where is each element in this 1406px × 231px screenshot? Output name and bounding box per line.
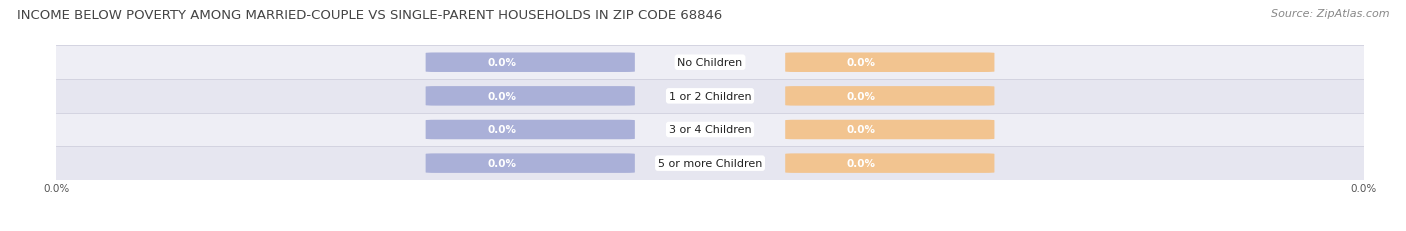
Text: 0.0%: 0.0%	[488, 58, 516, 68]
Text: 0.0%: 0.0%	[846, 125, 876, 135]
FancyBboxPatch shape	[785, 120, 994, 140]
FancyBboxPatch shape	[426, 120, 636, 140]
Text: 0.0%: 0.0%	[846, 158, 876, 168]
FancyBboxPatch shape	[426, 53, 636, 73]
Text: No Children: No Children	[678, 58, 742, 68]
FancyBboxPatch shape	[426, 154, 636, 173]
Text: INCOME BELOW POVERTY AMONG MARRIED-COUPLE VS SINGLE-PARENT HOUSEHOLDS IN ZIP COD: INCOME BELOW POVERTY AMONG MARRIED-COUPL…	[17, 9, 723, 22]
FancyBboxPatch shape	[785, 53, 994, 73]
FancyBboxPatch shape	[785, 154, 994, 173]
Text: 1 or 2 Children: 1 or 2 Children	[669, 91, 751, 101]
Text: 0.0%: 0.0%	[846, 58, 876, 68]
FancyBboxPatch shape	[785, 87, 994, 106]
Bar	[56, 80, 1364, 113]
Bar	[56, 113, 1364, 147]
FancyBboxPatch shape	[426, 87, 636, 106]
Text: 0.0%: 0.0%	[488, 125, 516, 135]
Text: 3 or 4 Children: 3 or 4 Children	[669, 125, 751, 135]
Text: Source: ZipAtlas.com: Source: ZipAtlas.com	[1271, 9, 1389, 19]
Text: 0.0%: 0.0%	[846, 91, 876, 101]
Text: 0.0%: 0.0%	[488, 158, 516, 168]
Bar	[56, 46, 1364, 80]
Bar	[56, 147, 1364, 180]
Text: 5 or more Children: 5 or more Children	[658, 158, 762, 168]
Text: 0.0%: 0.0%	[488, 91, 516, 101]
